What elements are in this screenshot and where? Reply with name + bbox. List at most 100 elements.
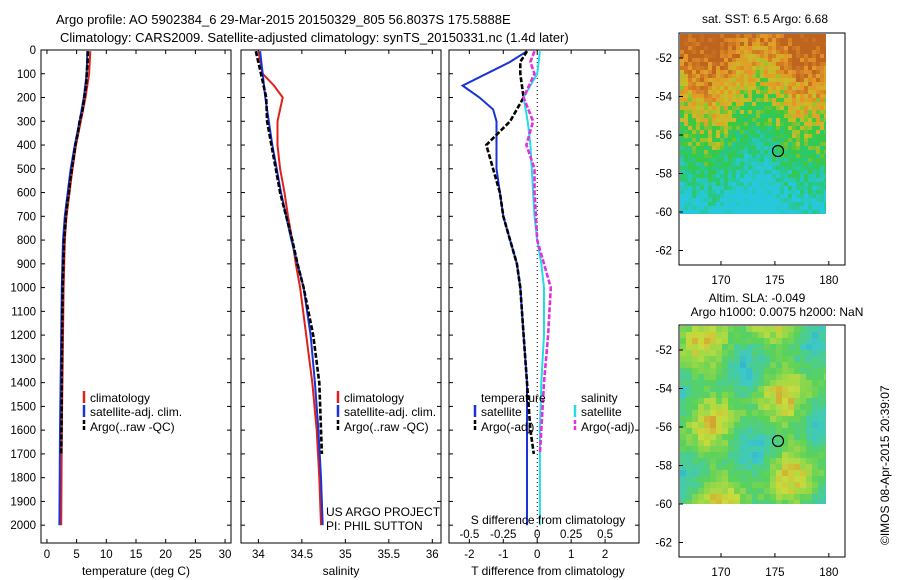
sst-cell <box>748 102 752 106</box>
sst-cell <box>756 66 760 70</box>
sst-cell <box>820 86 824 90</box>
sla-cell <box>806 338 812 344</box>
sst-cell <box>784 142 788 146</box>
sst-cell <box>728 50 732 54</box>
sst-cell <box>788 174 792 178</box>
sst-cell <box>808 106 812 110</box>
sla-cell <box>782 440 788 446</box>
sst-cell <box>744 166 748 170</box>
sst-cell <box>736 146 740 150</box>
sst-cell <box>732 178 736 182</box>
sst-cell <box>800 174 804 178</box>
sst-cell <box>732 70 736 74</box>
sla-cell <box>698 446 704 452</box>
sst-cell <box>736 190 740 194</box>
sst-cell <box>700 62 704 66</box>
sst-cell <box>772 206 776 210</box>
sla-cell <box>800 446 806 452</box>
sla-cell <box>818 332 824 338</box>
sst-cell <box>688 110 692 114</box>
sst-cell <box>772 42 776 46</box>
sst-cell <box>752 82 756 86</box>
sst-cell <box>776 186 780 190</box>
sst-cell <box>760 166 764 170</box>
sst-cell <box>700 206 704 210</box>
sst-cell <box>708 114 712 118</box>
sla-cell <box>704 500 710 506</box>
sla-cell <box>806 488 812 494</box>
sst-cell <box>768 170 772 174</box>
sst-cell <box>704 154 708 158</box>
sst-cell <box>764 66 768 70</box>
sst-cell <box>736 70 740 74</box>
sst-cell <box>748 74 752 78</box>
sla-cell <box>704 368 710 374</box>
sst-cell <box>772 110 776 114</box>
sla-cell <box>806 410 812 416</box>
sst-cell <box>756 58 760 62</box>
sla-cell <box>716 392 722 398</box>
sla-cell <box>728 434 734 440</box>
sla-cell <box>818 392 824 398</box>
sst-cell <box>728 38 732 42</box>
x-tick-label: 25 <box>189 549 202 561</box>
sla-cell <box>716 464 722 470</box>
sla-cell <box>704 374 710 380</box>
sst-cell <box>788 86 792 90</box>
sst-cell <box>724 174 728 178</box>
sla-cell <box>800 386 806 392</box>
sst-cell <box>708 74 712 78</box>
sla-cell <box>782 410 788 416</box>
sst-cell <box>728 194 732 198</box>
sla-cell <box>812 464 818 470</box>
sst-cell <box>816 154 820 158</box>
sst-cell <box>760 130 764 134</box>
sst-cell <box>708 126 712 130</box>
sla-cell <box>704 344 710 350</box>
sla-cell <box>758 344 764 350</box>
sla-cell <box>794 464 800 470</box>
sst-cell <box>716 142 720 146</box>
x-tick-label: 34 <box>252 549 265 561</box>
salinity-legend: climatology satellite-adj. clim. Argo(..… <box>336 391 436 434</box>
sst-cell <box>800 94 804 98</box>
sla-cell <box>782 368 788 374</box>
sla-cell <box>812 494 818 500</box>
lat-tick-label: -62 <box>655 538 672 550</box>
sst-map-title: sat. SST: 6.5 Argo: 6.68 <box>702 12 828 26</box>
sst-cell <box>680 194 684 198</box>
sla-cell <box>740 392 746 398</box>
sst-cell <box>776 158 780 162</box>
sst-cell <box>768 158 772 162</box>
sla-cell <box>788 404 794 410</box>
sla-cell <box>812 452 818 458</box>
sst-cell <box>768 58 772 62</box>
sst-cell <box>760 98 764 102</box>
sla-cell <box>722 488 728 494</box>
sst-cell <box>816 166 820 170</box>
sst-cell <box>804 166 808 170</box>
sla-cell <box>806 434 812 440</box>
sst-cell <box>760 58 764 62</box>
sst-cell <box>684 194 688 198</box>
sst-cell <box>700 74 704 78</box>
sst-cell <box>760 194 764 198</box>
sst-cell <box>772 142 776 146</box>
sst-cell <box>688 150 692 154</box>
sst-cell <box>704 130 708 134</box>
sst-cell <box>760 134 764 138</box>
sst-cell <box>768 138 772 142</box>
sla-cell <box>698 464 704 470</box>
sst-cell <box>768 122 772 126</box>
sst-cell <box>728 54 732 58</box>
sst-cell <box>740 50 744 54</box>
sla-cell <box>734 464 740 470</box>
sla-cell <box>788 392 794 398</box>
sla-cell <box>740 452 746 458</box>
sst-cell <box>720 190 724 194</box>
sla-cell <box>782 362 788 368</box>
sla-cell <box>782 494 788 500</box>
sla-cell <box>788 398 794 404</box>
sst-cell <box>748 130 752 134</box>
sst-cell <box>740 126 744 130</box>
